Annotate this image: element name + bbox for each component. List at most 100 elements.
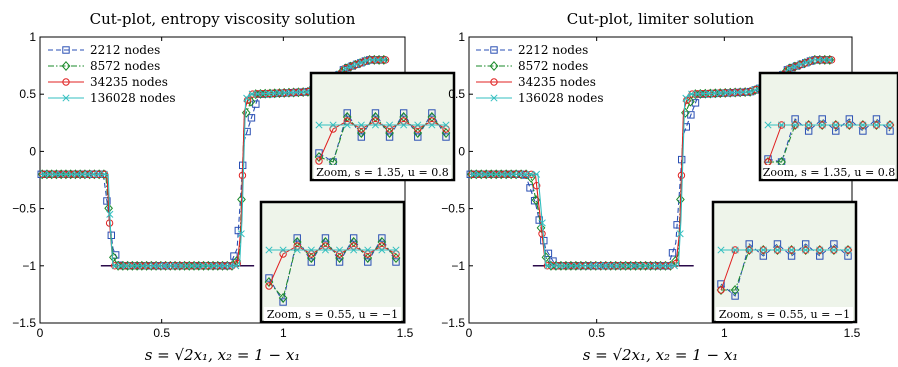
- data-point: [705, 89, 713, 97]
- data-point: [122, 262, 130, 270]
- inset-data-point: [357, 133, 366, 141]
- inset-data-point: [428, 109, 436, 117]
- inset-data-point: [872, 121, 880, 129]
- data-point: [642, 262, 650, 270]
- data-point: [613, 262, 621, 270]
- inset-data-point: [730, 285, 740, 295]
- inset-data-point: [818, 121, 826, 129]
- y-tick-label: 1: [29, 30, 36, 44]
- legend: 2212 nodes 8572 nodes 34235 nodes 136028 no…: [48, 43, 176, 105]
- data-point: [341, 65, 349, 73]
- inset-series-line: [721, 249, 848, 291]
- data-point: [734, 88, 742, 96]
- data-point: [215, 262, 223, 270]
- data-point: [797, 60, 805, 69]
- x-axis-label: s = √2x₁, x₂ = 1 − x₁: [583, 346, 739, 364]
- inset-data-point: [392, 250, 400, 258]
- data-point: [259, 90, 267, 98]
- legend-label: 2212 nodes: [90, 43, 160, 57]
- data-point: [624, 262, 633, 270]
- data-point: [672, 259, 680, 268]
- y-tick-label: −1: [451, 259, 465, 273]
- chart-panel-1: Cut-plot, entropy viscosity solution 0 0.5…: [12, 10, 456, 364]
- inset-data-point: [357, 121, 365, 129]
- data-point: [693, 90, 701, 98]
- data-point: [550, 262, 558, 270]
- data-point: [536, 222, 546, 233]
- data-point: [745, 88, 753, 96]
- inset-data-point: [442, 133, 450, 141]
- data-point: [237, 230, 245, 238]
- data-point: [728, 89, 736, 97]
- data-point: [352, 60, 360, 69]
- y-tick-label: −0.5: [441, 202, 465, 216]
- data-point: [521, 170, 529, 178]
- inset-data-point: [378, 246, 386, 254]
- legend-marker: [62, 78, 70, 86]
- inset-data-point: [307, 258, 316, 266]
- inset-data-point: [364, 258, 372, 266]
- inset-data-point: [731, 246, 739, 254]
- inset-data-point: [832, 121, 840, 129]
- data-point: [538, 230, 546, 238]
- data-point: [722, 89, 730, 97]
- inset-data-point: [279, 250, 287, 258]
- inset-data-point: [265, 282, 273, 290]
- inset-data-point: [400, 121, 408, 129]
- data-point: [106, 210, 114, 218]
- inset-data-point: [378, 234, 386, 242]
- data-point: [498, 170, 506, 178]
- y-tick-label: −1.5: [441, 316, 465, 330]
- data-point: [567, 262, 575, 270]
- x-tick-label: 0: [466, 326, 473, 340]
- data-point: [487, 170, 495, 178]
- data-point: [820, 56, 828, 64]
- inset-data-point: [844, 246, 852, 254]
- inset-data-point: [371, 117, 380, 125]
- inset-data-point: [802, 246, 810, 254]
- legend-marker: [62, 46, 70, 54]
- data-point: [139, 262, 147, 270]
- data-point: [57, 170, 65, 178]
- inset-data-point: [385, 133, 394, 141]
- inset-data-point: [307, 250, 316, 258]
- inset-data-point: [279, 298, 287, 306]
- inset-data-point: [392, 258, 400, 266]
- x-tick-label: 0.5: [153, 326, 170, 340]
- inset-data-point: [830, 246, 838, 254]
- data-point: [171, 262, 180, 270]
- inset-data-point: [293, 246, 301, 254]
- inset-data-point: [278, 293, 288, 303]
- inset-data-point: [859, 121, 867, 129]
- data-point: [232, 262, 240, 270]
- inset-data-point: [293, 234, 301, 242]
- data-point: [161, 262, 169, 270]
- legend-label: 2212 nodes: [518, 43, 588, 57]
- inset-data-point: [386, 121, 394, 129]
- inset-data-point: [428, 117, 436, 125]
- data-point: [78, 170, 87, 178]
- inset-data-point: [343, 121, 351, 129]
- inset-data-point: [428, 121, 436, 129]
- x-tick-label: 0: [37, 326, 44, 340]
- data-point: [716, 89, 724, 97]
- inset-data-point: [357, 125, 366, 133]
- data-point: [243, 94, 251, 102]
- data-point: [636, 262, 644, 270]
- data-point: [808, 56, 816, 64]
- legend-marker: [61, 61, 71, 71]
- data-point: [358, 58, 366, 66]
- data-point: [286, 89, 295, 97]
- chart-title: Cut-plot, limiter solution: [567, 10, 755, 28]
- data-point: [133, 262, 141, 270]
- data-point: [95, 170, 103, 178]
- x-axis-label: s = √2x₁, x₂ = 1 − x₁: [145, 346, 301, 364]
- inset-data-point: [791, 121, 799, 129]
- x-tick-label: 1: [721, 326, 728, 340]
- data-point: [510, 170, 518, 178]
- inset-label: Zoom, s = 0.55, u = −1: [719, 308, 850, 321]
- inset-data-point: [343, 117, 351, 125]
- inset-data-point: [321, 242, 330, 250]
- inset-data-point: [816, 246, 824, 254]
- data-point: [561, 262, 569, 270]
